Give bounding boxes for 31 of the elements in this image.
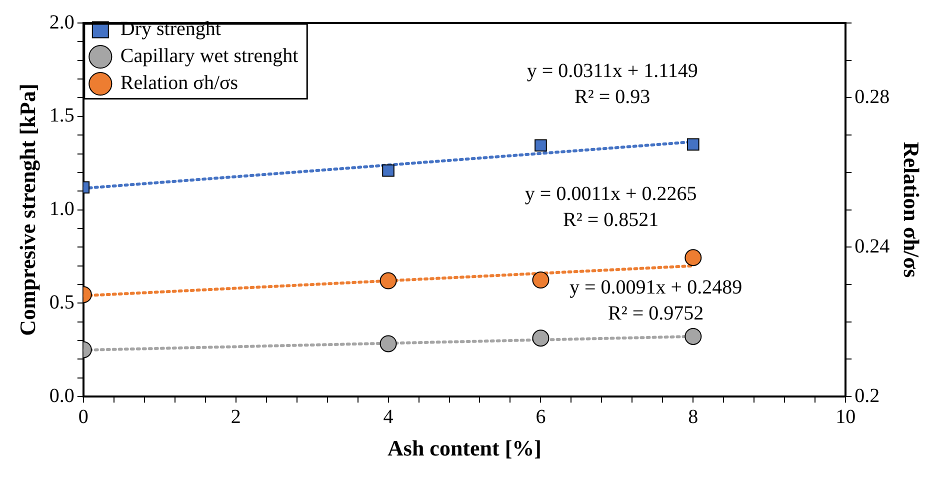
- annotation: y = 0.0311x + 1.1149 R² = 0.93: [526, 60, 698, 108]
- x-tick-label: 2: [230, 406, 241, 428]
- y2-tick-label: 0.2: [854, 384, 880, 407]
- x-tick-label: 4: [383, 406, 394, 428]
- y2-axis-title: Relation σh/σs: [899, 142, 924, 278]
- y-axis-title: Compresive strenght [kPa]: [14, 84, 40, 336]
- point: [382, 164, 394, 177]
- y2-tick-label: 0.28: [854, 86, 890, 108]
- annotation: y = 0.0091x + 0.2489 R² = 0.9752: [570, 276, 742, 325]
- point: [684, 249, 702, 266]
- y-tick-label: 1.0: [49, 198, 74, 220]
- y-tick-label: 0.5: [49, 291, 74, 314]
- x-tick-label: 6: [536, 406, 546, 428]
- point: [534, 139, 547, 152]
- y2-tick-label: 0.24: [854, 235, 890, 258]
- x-tick-label: 0: [78, 406, 88, 428]
- point: [684, 328, 702, 345]
- y-tick-label: 1.5: [49, 104, 74, 127]
- legend-label: Relation σh/σs: [120, 72, 238, 94]
- point: [380, 335, 397, 352]
- x-tick-label: 8: [688, 406, 698, 428]
- point: [380, 272, 397, 290]
- point: [532, 272, 550, 289]
- x-tick-label: 10: [836, 406, 856, 428]
- legend-label: Capillary wet strenght: [120, 45, 299, 68]
- point: [532, 330, 550, 347]
- annotation: y = 0.0011x + 0.2265 R² = 0.8521: [524, 183, 697, 232]
- y-tick-label: 0.0: [49, 384, 74, 407]
- y-tick-label: 2.0: [49, 11, 74, 34]
- x-axis-title: Ash content [%]: [388, 435, 542, 460]
- point: [687, 138, 700, 151]
